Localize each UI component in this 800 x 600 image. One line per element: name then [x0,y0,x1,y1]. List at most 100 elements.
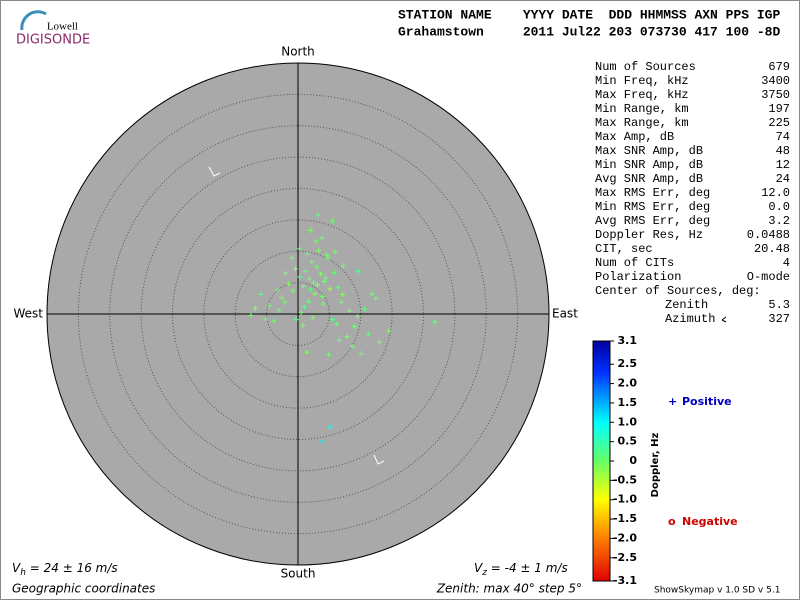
colorbar-tick-label: -1.5 [613,512,637,525]
legend-symbol: o [668,515,676,528]
source-point [346,308,352,314]
source-point [313,238,319,244]
source-point [292,266,298,272]
source-point [310,315,316,321]
source-point [340,292,346,298]
source-point [330,317,336,323]
source-point [314,264,320,270]
source-point [319,293,325,299]
stats-value: 327 [768,312,790,326]
source-point [369,291,375,297]
colorbar-tick-label: 0.5 [618,435,638,448]
stats-value: 12.0 [761,186,790,200]
direction-label: North [281,45,315,59]
source-point [252,305,258,311]
colorbar-tick-label: 1.5 [618,396,638,409]
source-point [298,310,304,316]
marker-chevron [373,454,385,465]
direction-label: East [552,307,578,321]
stats-label: Min RMS Err, deg [595,200,710,214]
source-point [349,344,355,350]
source-point [308,287,314,293]
source-point [266,303,272,309]
source-point [314,282,320,288]
source-point [325,255,331,261]
source-point [297,274,303,280]
velocity-text: = -4 ± 1 m/s [487,561,568,575]
stats-value: 20.48 [754,242,790,256]
stats-label: Num of Sources [595,60,696,74]
source-point [319,438,325,444]
stats-value: 3400 [761,74,790,88]
stats-label: Max Amp, dB [595,130,674,144]
stats-value: 0.0488 [747,228,790,242]
source-point [303,268,309,274]
source-point [286,281,292,287]
source-point [334,321,340,327]
source-point [274,287,280,293]
source-point [306,276,312,282]
source-point [301,304,307,310]
velocity-subscript: z [481,568,487,578]
source-point [320,301,326,307]
colorbar-tick-label: 1.0 [618,415,638,428]
source-point [316,248,322,254]
source-point [330,218,336,224]
source-point [282,299,288,305]
source-point [355,268,361,274]
source-point [344,334,350,340]
source-point [308,228,314,234]
source-point [331,270,337,276]
logo-bottom: DIGISONDE [16,33,90,48]
source-point [271,318,277,324]
stats-value: 197 [768,102,790,116]
direction-label: West [13,307,43,321]
source-point [300,322,306,328]
stats-label: Avg RMS Err, deg [595,214,710,228]
zenith-note: Zenith: max 40° step 5° [436,582,582,596]
velocity-subscript: h [20,568,26,578]
source-point [335,285,341,291]
source-point [262,316,268,322]
source-point [324,252,330,258]
source-point [326,352,332,358]
colorbar-tick-label: 3.1 [618,334,638,347]
stats-label: Min Range, km [595,102,689,116]
velocity-h: Vh = 24 ± 16 m/s [12,561,118,578]
source-point [279,295,285,301]
stats-label: CIT, sec [595,242,653,256]
header-line: Grahamstown 2011 Jul22 203 073730 417 10… [398,24,780,39]
colorbar-tick-label: -2.0 [613,531,637,544]
colorbar-tick-label: -0.5 [613,473,637,486]
coords-note: Geographic coordinates [12,582,155,596]
source-point [289,255,295,261]
source-point [365,331,371,337]
source-point [290,288,296,294]
source-point [318,271,324,277]
source-point [327,424,333,430]
source-point [301,283,307,289]
stats-label: Max SNR Amp, dB [595,144,703,158]
source-point [312,291,318,297]
logo-top: Lowell [47,21,78,33]
source-point [351,324,357,330]
stats-label: Max Range, km [595,116,689,130]
stats-label: Polarization [595,270,681,284]
source-point [336,337,342,343]
colorbar-tick-label: 2.0 [618,377,638,390]
source-point [304,349,310,355]
stats-label: Min Freq, kHz [595,74,689,88]
source-point [321,278,327,284]
marker-chevron [208,166,221,177]
source-point [362,306,368,312]
header-line: STATION NAME YYYY DATE DDD HHMMSS AXN PP… [398,7,780,22]
source-point [319,235,325,241]
stats-value: 74 [776,130,790,144]
source-point [304,251,310,257]
stats-label: Max RMS Err, deg [595,186,710,200]
source-point [276,307,282,313]
version-note: ShowSkymap v 1.0 SD v 5.1 [654,586,780,596]
stats-label: Zenith [665,298,708,312]
source-point [332,249,338,255]
